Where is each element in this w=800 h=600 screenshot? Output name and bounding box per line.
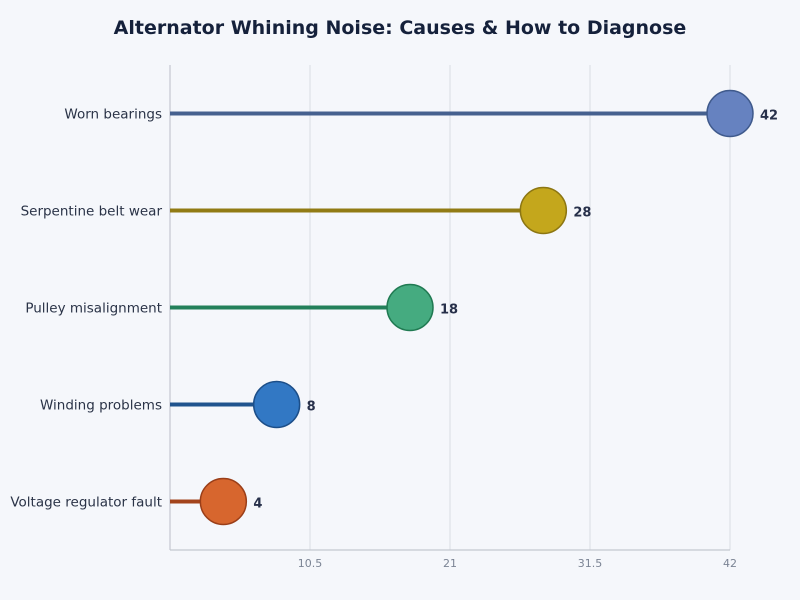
lollipop-dot [519,186,568,235]
lollipop-dot [386,283,434,332]
x-tick-label: 31.5 [578,557,603,570]
value-label: 28 [573,206,591,221]
lollipop-dot [252,380,301,429]
x-tick-label: 21 [443,557,457,570]
lollipop-dot [199,477,248,526]
value-label: 42 [760,109,778,124]
value-label: 4 [253,497,262,512]
x-tick-label: 42 [723,557,737,570]
category-label: Winding problems [40,398,162,414]
category-label: Serpentine belt wear [21,204,163,220]
axes: 10.5 21 31.5 42 Worn bearings Serpentine belt… [10,65,737,570]
category-label: Voltage regulator fault [10,495,162,511]
data-marks: 42 28 18 8 4 [170,89,778,526]
category-label: Worn bearings [64,107,162,123]
chart-title: Alternator Whining Noise: Causes & How t… [114,17,687,39]
category-label: Pulley misalignment [25,301,162,317]
lollipop-dot [706,89,754,138]
x-tick-label: 10.5 [298,557,323,570]
value-label: 8 [307,400,316,415]
value-label: 18 [440,303,458,318]
